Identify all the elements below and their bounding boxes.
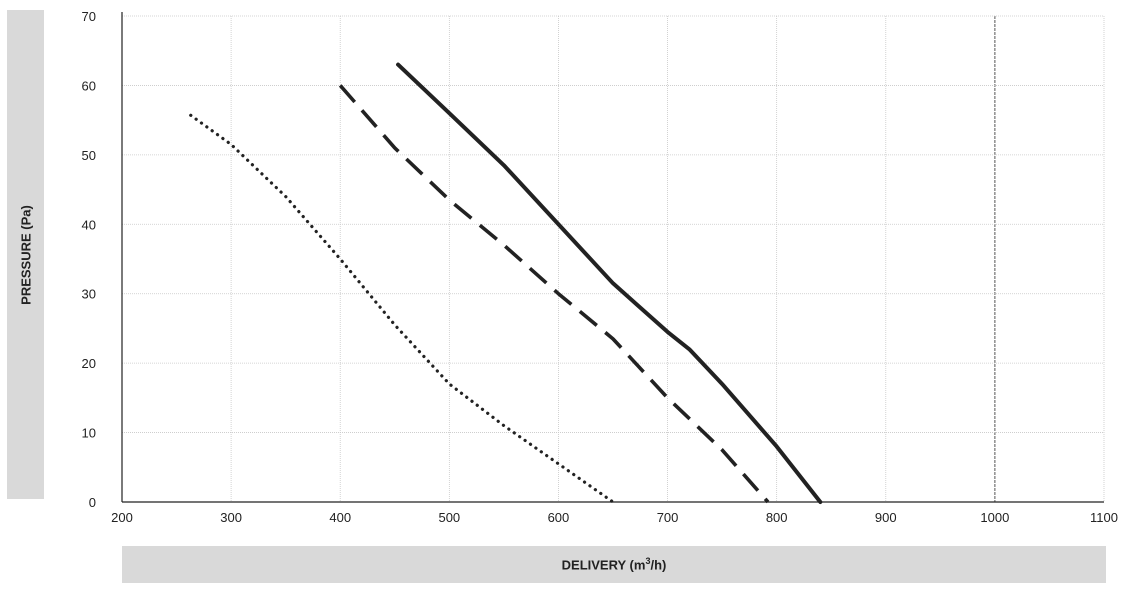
x-tick-label: 500 (438, 510, 460, 525)
y-tick-label: 60 (82, 78, 96, 93)
x-tick-label: 600 (548, 510, 570, 525)
x-tick-label: 200 (111, 510, 133, 525)
x-tick-label: 900 (875, 510, 897, 525)
x-tick-label: 1100 (1090, 510, 1118, 525)
x-tick-label: 1000 (980, 510, 1009, 525)
x-tick-label: 400 (329, 510, 351, 525)
x-tick-label: 800 (766, 510, 788, 525)
y-tick-label: 10 (82, 426, 96, 441)
y-tick-label: 20 (82, 356, 96, 371)
y-tick-label: 0 (89, 495, 96, 510)
x-axis-label-superscript: 3 (645, 556, 651, 566)
x-axis-label-tail: /h) (650, 557, 667, 573)
y-tick-label: 70 (82, 9, 96, 24)
y-tick-label: 30 (82, 287, 96, 302)
y-tick-label: 40 (82, 217, 96, 232)
x-axis-label-main: DELIVERY (m (561, 557, 646, 573)
series-line-dotted (189, 113, 615, 504)
y-tick-label: 50 (82, 148, 96, 163)
series-line-dashed (338, 84, 770, 504)
x-tick-label: 700 (657, 510, 679, 525)
x-axis-label-band: DELIVERY (m3/h) (122, 546, 1106, 583)
series-line-solid (396, 62, 823, 504)
x-tick-label: 300 (220, 510, 242, 525)
y-axis-label-band: PRESSURE (Pa) (7, 10, 44, 499)
x-axis-label: DELIVERY (m3/h) (122, 556, 1106, 572)
